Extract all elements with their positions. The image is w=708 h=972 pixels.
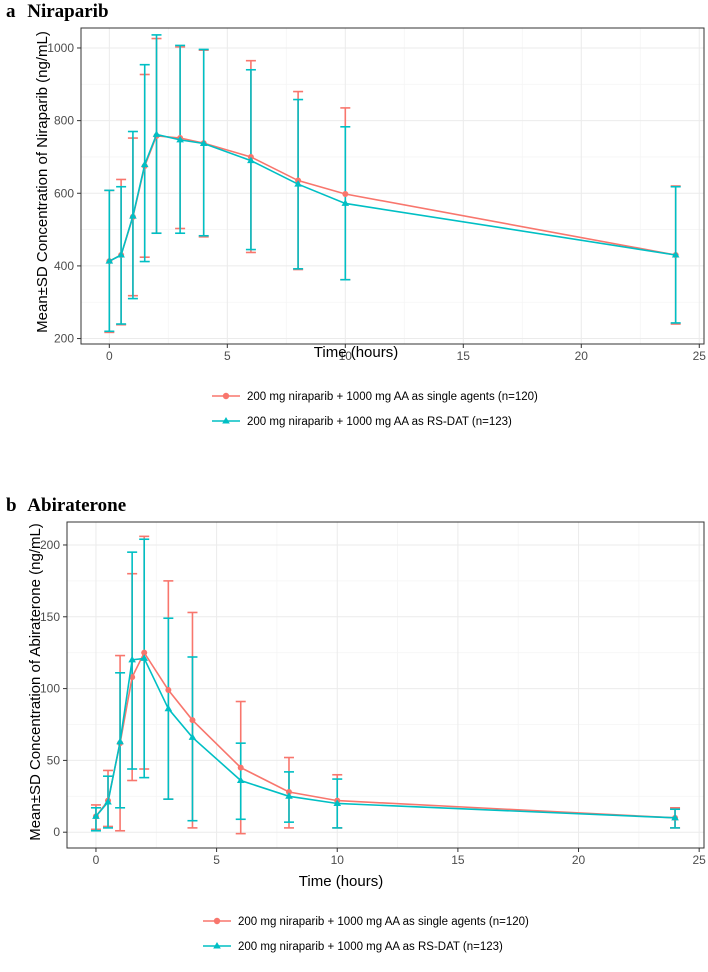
panel-a-name: Niraparib	[27, 1, 108, 22]
x-tick-label-b: 0	[93, 853, 100, 867]
point-single	[141, 649, 148, 656]
legend-b-label-single: 200 mg niraparib + 1000 mg AA as single …	[238, 916, 529, 928]
x-tick-label-a: 15	[457, 349, 471, 363]
series-line-rsdat	[108, 133, 676, 262]
point-rsdat	[129, 212, 137, 219]
x-tick-label-b: 10	[331, 853, 345, 867]
panel-b-name: Abiraterone	[27, 495, 126, 516]
y-tick-label-a: 800	[54, 114, 74, 128]
point-rsdat	[164, 704, 173, 712]
point-rsdat	[128, 655, 136, 663]
series-line-rsdat	[95, 657, 676, 819]
point-rsdat	[117, 251, 125, 258]
point-rsdat	[285, 792, 293, 799]
legend-b-marker-rsdat	[213, 942, 221, 949]
series-line-single	[95, 651, 676, 819]
x-axis-title-a: Time (hours)	[314, 344, 398, 361]
point-single	[189, 717, 196, 724]
x-tick-label-a: 0	[106, 349, 113, 363]
x-tick-label-b: 20	[572, 853, 586, 867]
legend-a-label-single: 200 mg niraparib + 1000 mg AA as single …	[247, 391, 538, 403]
point-rsdat	[188, 733, 197, 740]
panel-border-a	[80, 27, 705, 345]
y-tick-label-b: 150	[40, 610, 60, 624]
panel-b-abiraterone: b Abiraterone 0 5 10 15 20 25 0 50 100 150 200 Tim…	[6, 495, 706, 953]
y-tick-label-a: 1000	[47, 41, 74, 55]
legend-a-marker-single	[222, 392, 230, 400]
panel-a-letter: a	[6, 1, 16, 22]
point-rsdat	[671, 251, 680, 258]
y-tick-label-b: 200	[40, 538, 60, 552]
x-tick-label-a: 25	[693, 349, 707, 363]
legend-a-marker-rsdat	[222, 417, 230, 424]
y-axis-title-b: Mean±SD Concentration of Abiraterone (ng…	[27, 523, 44, 841]
point-rsdat	[333, 799, 342, 806]
point-rsdat	[104, 798, 112, 805]
point-rsdat	[294, 180, 302, 187]
panel-border-b	[66, 521, 705, 849]
y-axis-title-a: Mean±SD Concentration of Niraparib (ng/m…	[34, 31, 51, 333]
plot-area-a: 0 5 10 15 20 25 200 400 600 800 1000	[47, 27, 707, 363]
point-rsdat	[140, 654, 149, 661]
legend-b: 200 mg niraparib + 1000 mg AA as single …	[203, 916, 529, 953]
point-single	[129, 674, 136, 681]
point-rsdat	[671, 813, 679, 821]
y-tick-label-a: 200	[54, 332, 74, 346]
panel-b-letter: b	[6, 495, 17, 516]
panel-b-title: b Abiraterone	[6, 495, 126, 516]
point-single	[285, 788, 292, 795]
point-rsdat	[105, 257, 114, 264]
point-rsdat	[247, 156, 255, 164]
x-tick-label-a: 5	[224, 349, 231, 363]
point-rsdat	[152, 130, 161, 137]
point-rsdat	[341, 199, 350, 206]
plot-area-b: 0 5 10 15 20 25 0 50 100 150 200	[40, 521, 706, 867]
legend-b-marker-single	[213, 917, 221, 925]
y-tick-label-a: 600	[54, 186, 74, 200]
y-tick-label-a: 400	[54, 259, 74, 273]
x-tick-label-b: 15	[451, 853, 465, 867]
legend-a-label-rsdat: 200 mg niraparib + 1000 mg AA as RS-DAT …	[247, 416, 512, 428]
x-tick-label-b: 5	[213, 853, 220, 867]
panel-a-niraparib: a Niraparib 0 5 10 15 20 25 200 400 600 800 1000 T…	[6, 1, 706, 428]
point-rsdat	[92, 812, 100, 819]
panel-a-title: a Niraparib	[6, 1, 109, 22]
point-rsdat	[236, 776, 245, 784]
point-rsdat	[140, 160, 149, 168]
point-single	[342, 190, 349, 197]
legend-b-label-rsdat: 200 mg niraparib + 1000 mg AA as RS-DAT …	[238, 941, 503, 953]
x-axis-title-b: Time (hours)	[299, 873, 383, 890]
point-rsdat	[176, 135, 184, 143]
legend-a: 200 mg niraparib + 1000 mg AA as single …	[212, 391, 538, 428]
x-tick-label-b: 25	[692, 853, 706, 867]
y-tick-label-b: 0	[53, 825, 60, 839]
point-rsdat	[116, 737, 124, 745]
x-tick-label-a: 20	[575, 349, 589, 363]
point-single	[237, 764, 244, 771]
y-tick-label-b: 50	[47, 753, 61, 767]
x-tick-label-a: 10	[339, 349, 353, 363]
point-single	[165, 687, 172, 694]
y-tick-label-b: 100	[40, 682, 60, 696]
point-rsdat	[199, 139, 208, 147]
